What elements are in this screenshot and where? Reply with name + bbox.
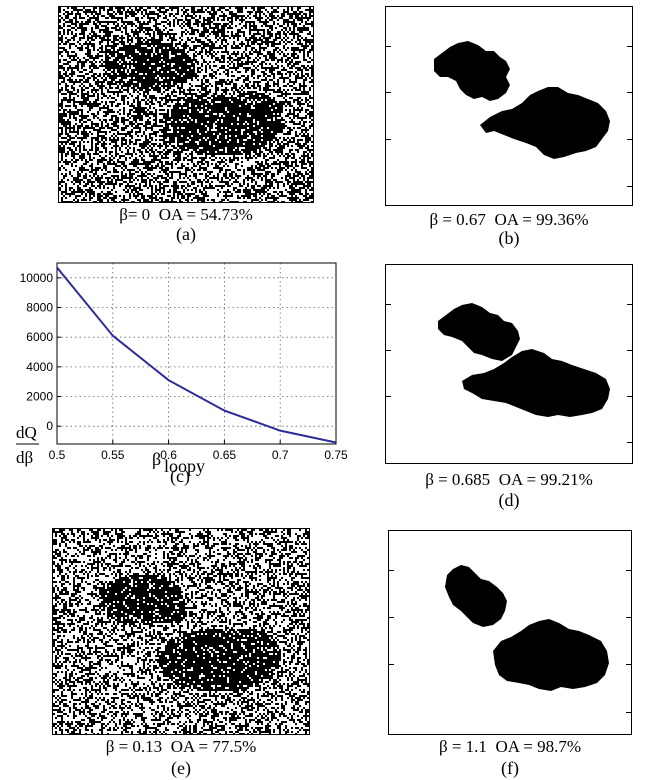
panel-b-caption: β = 0.67 OA = 99.36%: [385, 210, 633, 229]
tick-d-l2: [386, 350, 391, 351]
segmentation-mask-b: [434, 41, 610, 159]
y-tick-label-0: 0: [46, 419, 53, 433]
tick-d-r3: [627, 396, 632, 397]
noisy-segmentation-image-e: [53, 529, 309, 734]
x-tick-label-5: 0.75: [324, 448, 348, 462]
ylabel-numerator: dQ: [16, 423, 37, 442]
large-blob-f: [493, 619, 609, 691]
panel-e-oa: OA = 77.5%: [170, 737, 257, 756]
tick-b-l1: [386, 46, 391, 47]
noisy-segmentation-image-a: [59, 7, 313, 202]
y-tick-label-4: 8000: [26, 301, 53, 315]
panel-d-oa: OA = 99.21%: [498, 470, 593, 489]
panel-e-image: [52, 528, 310, 735]
tick-b-l3: [386, 139, 391, 140]
tick-b-r1: [627, 46, 632, 47]
chart-label: (c): [170, 466, 190, 486]
small-blob-f: [445, 565, 507, 627]
tick-f-l2: [389, 617, 394, 618]
chart-ticks: 0.5 0.55 0.6 0.65 0.7 0.75 0 2000 4000 6000 8000 10…: [20, 271, 348, 462]
segmentation-mask-d: [438, 303, 610, 417]
panel-f-caption: β = 1.1 OA = 98.7%: [388, 737, 632, 756]
tick-f-l1: [389, 570, 394, 571]
chart-grid: [56, 263, 337, 444]
chart-plot-frame: [56, 262, 337, 445]
x-tick-label-3: 0.65: [213, 448, 237, 462]
panel-a-label: (a): [176, 224, 196, 244]
tick-f-r3: [626, 664, 631, 665]
panel-e-label: (e): [171, 758, 191, 778]
ylabel-denominator: dβ: [16, 448, 33, 467]
panel-d-caption: β = 0.685 OA = 99.21%: [385, 470, 633, 489]
y-tick-label-5: 10000: [20, 271, 54, 285]
tick-f-l3: [389, 664, 394, 665]
panel-d-label: (d): [498, 490, 520, 510]
panel-a-caption: β= 0 OA = 54.73%: [58, 205, 314, 224]
panel-f-oa: OA = 98.7%: [495, 737, 582, 756]
dq-dbeta-line-chart: 0.5 0.55 0.6 0.65 0.7 0.75 0 2000 4000 6000 8000 10…: [16, 262, 348, 476]
panel-b-beta: β = 0.67: [429, 210, 486, 229]
y-tick-label-1: 2000: [26, 390, 53, 404]
tick-f-r2: [626, 617, 631, 618]
panel-a-oa: OA = 54.73%: [158, 205, 253, 224]
x-tick-label-4: 0.7: [272, 448, 289, 462]
chart-series: [56, 266, 337, 444]
panel-f-image: [388, 530, 632, 735]
panel-a-image: [58, 6, 314, 203]
panel-d-image: [385, 264, 633, 464]
xlabel-subscript: loopy: [164, 456, 205, 476]
panel-b-image: [385, 6, 633, 206]
x-tick-label-0: 0.5: [49, 448, 66, 462]
panel-e-beta: β = 0.13: [105, 737, 163, 756]
large-blob-d: [462, 349, 610, 417]
tick-b-l2: [386, 92, 391, 93]
tick-b-r4: [627, 186, 632, 187]
tick-f-r1: [626, 570, 631, 571]
tick-d-l3: [386, 396, 391, 397]
tick-f-r4: [626, 712, 631, 713]
tick-d-r2: [627, 350, 632, 351]
xlabel-beta: β: [152, 449, 161, 469]
noise-pixels: [53, 529, 309, 734]
tick-b-r3: [627, 139, 632, 140]
panel-a-beta: β= 0: [119, 205, 151, 224]
y-tick-label-3: 6000: [26, 330, 53, 344]
small-blob-b: [434, 41, 510, 101]
tick-d-r4: [627, 442, 632, 443]
tick-d-l1: [386, 304, 391, 305]
series-line-0: [56, 266, 337, 444]
panel-b-label: (b): [498, 228, 520, 248]
small-blob-d: [438, 303, 520, 361]
tick-d-r1: [627, 304, 632, 305]
panel-b-oa: OA = 99.36%: [494, 210, 589, 229]
large-blob-b: [480, 87, 610, 159]
x-tick-label-1: 0.55: [101, 448, 125, 462]
x-tick-label-2: 0.6: [160, 448, 177, 462]
tick-b-r2: [627, 92, 632, 93]
noise-pixels: [59, 7, 313, 202]
panel-e-caption: β = 0.13 OA = 77.5%: [52, 737, 310, 756]
y-tick-label-2: 4000: [26, 360, 53, 374]
segmentation-mask-f: [445, 565, 609, 691]
panel-f-label: (f): [501, 758, 519, 778]
panel-d-beta: β = 0.685: [425, 470, 491, 489]
panel-f-beta: β = 1.1: [438, 737, 487, 756]
